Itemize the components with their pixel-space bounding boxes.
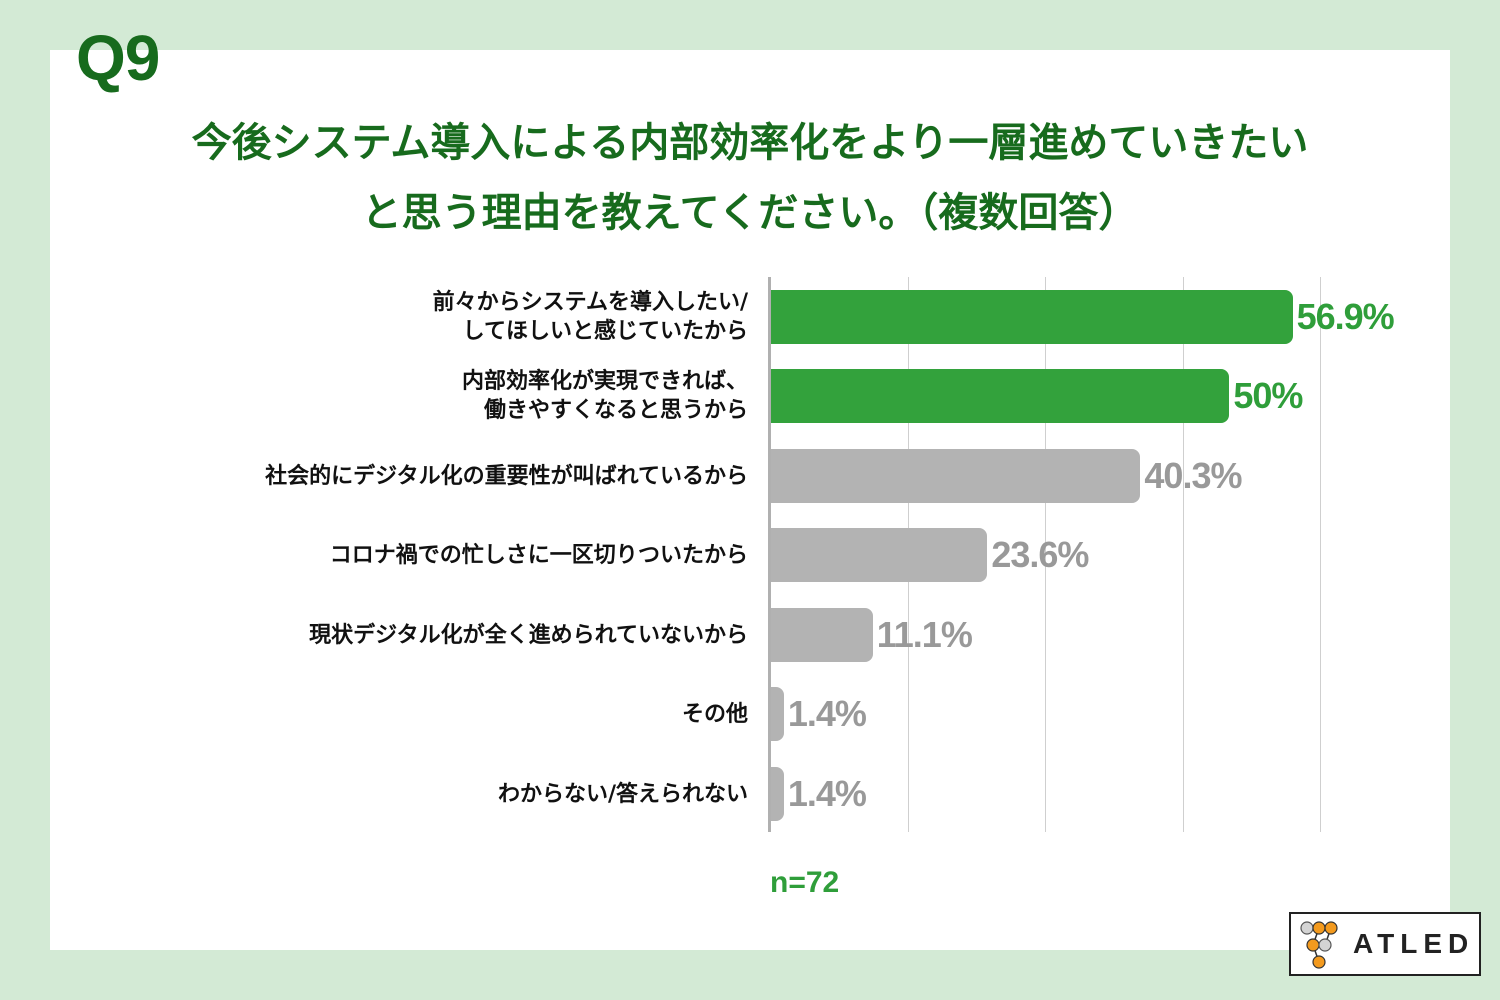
category-label: 社会的にデジタル化の重要性が叫ばれているから xyxy=(265,449,748,503)
value-label: 23.6% xyxy=(991,534,1089,575)
category-label: その他 xyxy=(682,687,748,741)
value-label: 50% xyxy=(1233,375,1303,416)
category-label-line-1: 社会的にデジタル化の重要性が叫ばれているから xyxy=(265,463,748,489)
bar-highlighted xyxy=(771,369,1230,423)
gridline-60 xyxy=(1320,277,1321,832)
bar xyxy=(771,449,1141,503)
bar-row: わからない/答えられない 1.4% xyxy=(0,767,1500,821)
value-label: 40.3% xyxy=(1144,455,1242,496)
bar-highlighted xyxy=(771,290,1293,344)
category-label: コロナ禍での忙しさに一区切りついたから xyxy=(330,528,748,582)
bar xyxy=(771,528,988,582)
category-label: 前々からシステムを導入したい/してほしいと感じていたから xyxy=(433,290,748,344)
y-axis-line xyxy=(768,277,771,832)
category-label-line-1: わからない/答えられない xyxy=(497,781,748,807)
bar-row: 社会的にデジタル化の重要性が叫ばれているから 40.3% xyxy=(0,449,1500,503)
bar-row: コロナ禍での忙しさに一区切りついたから 23.6% xyxy=(0,528,1500,582)
bar xyxy=(771,608,873,662)
logo-molecule-icon xyxy=(1300,921,1338,969)
atled-logo: ATLED xyxy=(1289,912,1481,976)
value-label: 56.9% xyxy=(1296,296,1395,337)
category-label-line-1: 現状デジタル化が全く進められていないから xyxy=(309,622,748,648)
bar xyxy=(771,767,784,821)
category-label-line-2: 働きやすくなると思うから xyxy=(483,398,748,423)
gridline-30 xyxy=(1045,277,1046,832)
category-label-line-2: してほしいと感じていたから xyxy=(462,319,748,344)
value-label: 1.4% xyxy=(787,773,867,814)
gridline-45 xyxy=(1183,277,1184,832)
bar-row: 前々からシステムを導入したい/してほしいと感じていたから 56.9% xyxy=(0,290,1500,344)
bar-row: 現状デジタル化が全く進められていないから 11.1% xyxy=(0,608,1500,662)
category-label: 現状デジタル化が全く進められていないから xyxy=(309,608,748,662)
title-line-1: 今後システム導入による内部効率化をより一層進めていきたい xyxy=(191,120,1309,166)
category-label-line-1: 前々からシステムを導入したい/ xyxy=(432,290,748,315)
category-label-line-1: 内部効率化が実現できれば、 xyxy=(461,369,748,394)
chart-card xyxy=(50,50,1450,950)
category-label-line-1: コロナ禍での忙しさに一区切りついたから xyxy=(329,542,748,568)
bar-row: その他 1.4% xyxy=(0,687,1500,741)
category-label: 内部効率化が実現できれば、働きやすくなると思うから xyxy=(462,369,748,423)
value-label: 1.4% xyxy=(787,693,867,734)
logo-text: ATLED xyxy=(1353,928,1475,959)
chart-title: 今後システム導入による内部効率化をより一層進めていきたい と思う理由を教えてくだ… xyxy=(50,108,1450,248)
title-line-2: と思う理由を教えてください。（複数回答） xyxy=(361,190,1139,236)
sample-size: n=72 xyxy=(770,866,840,899)
category-label: わからない/答えられない xyxy=(498,767,748,821)
bar xyxy=(771,687,784,741)
value-label: 11.1% xyxy=(876,614,973,655)
question-number: Q9 xyxy=(76,22,160,94)
bar-row: 内部効率化が実現できれば、働きやすくなると思うから 50% xyxy=(0,369,1500,423)
category-label-line-1: その他 xyxy=(681,701,748,727)
